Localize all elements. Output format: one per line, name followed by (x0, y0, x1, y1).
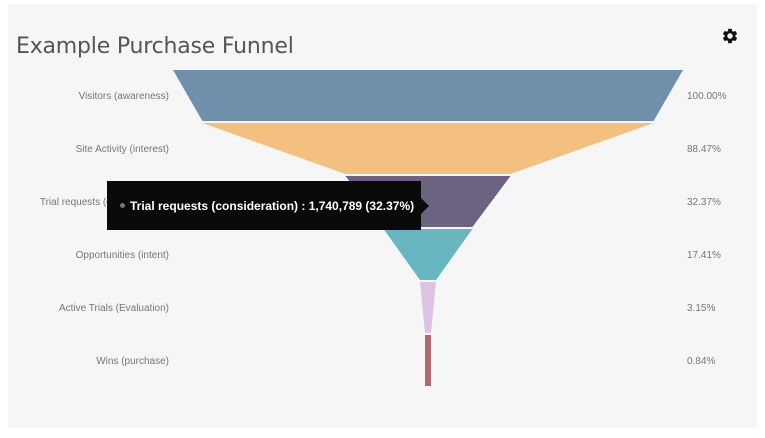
stage-label: Visitors (awareness) (79, 91, 169, 102)
stage-label: Active Trials (Evaluation) (59, 303, 169, 314)
stage-percent-label: 100.00% (687, 91, 727, 102)
stage-label: Opportunities (intent) (76, 250, 169, 261)
stage-label: Wins (purchase) (96, 356, 169, 367)
chart-title: Example Purchase Funnel (16, 34, 294, 59)
stage-label: Trial requests (consideration) (40, 197, 169, 208)
funnel-segment-visitors-awareness[interactable] (173, 70, 683, 121)
gear-icon[interactable] (721, 27, 739, 45)
stage-percent-label: 17.41% (687, 250, 721, 261)
funnel-segment-opportunities-intent[interactable] (383, 229, 473, 280)
tooltip: Trial requests (consideration) : 1,740,7… (107, 181, 429, 230)
stage-percent-label: 88.47% (687, 144, 721, 155)
tooltip-text: Trial requests (consideration) : 1,740,7… (130, 198, 415, 213)
funnel-segment-active-trials-evaluation[interactable] (420, 282, 436, 333)
funnel-segment-wins-purchase[interactable] (425, 335, 431, 386)
stage-percent-label: 32.37% (687, 197, 721, 208)
stage-percent-label: 0.84% (687, 356, 715, 367)
stage-label: Site Activity (interest) (76, 144, 169, 155)
stage-percent-label: 3.15% (687, 303, 715, 314)
tooltip-series-marker (120, 203, 125, 208)
funnel-segment-site-activity-interest[interactable] (202, 123, 654, 174)
